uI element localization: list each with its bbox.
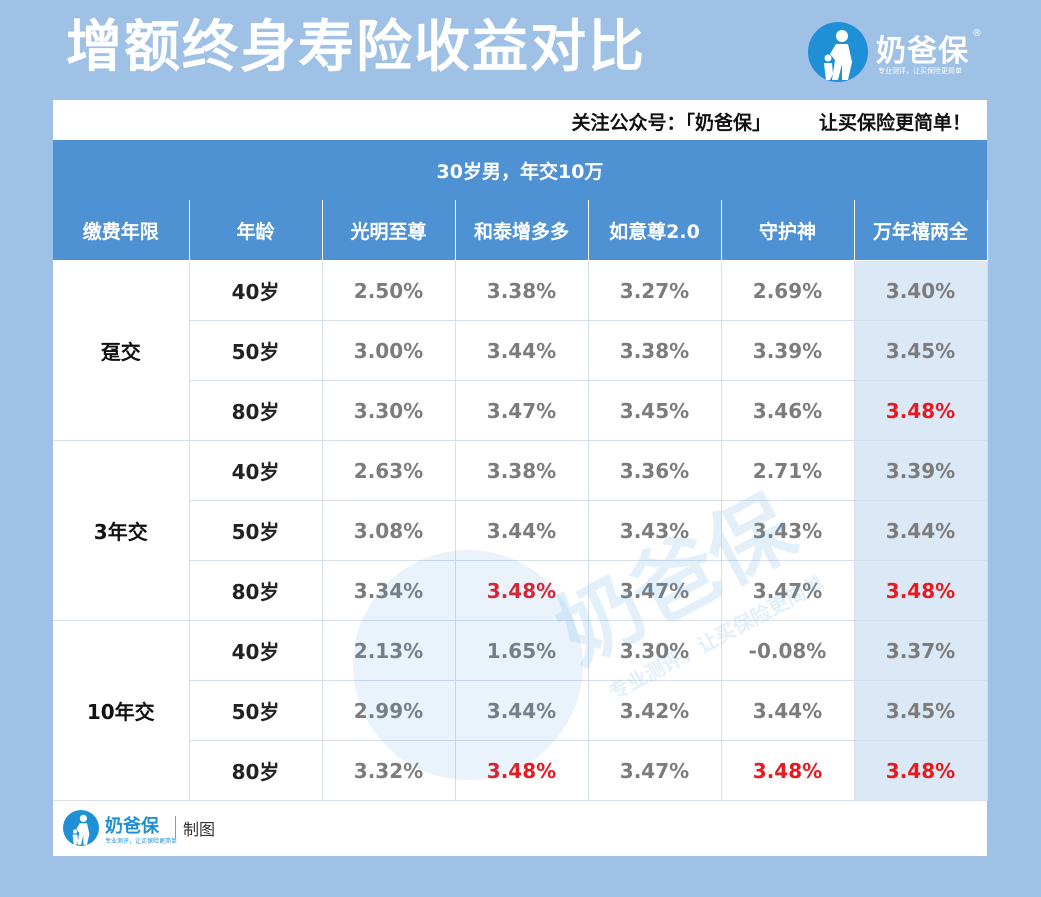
age-cell: 80岁 bbox=[189, 380, 323, 441]
follow-slogan: 让买保险更简单！ bbox=[818, 112, 971, 134]
return-rate-cell: 3.08% bbox=[322, 500, 456, 561]
return-rate-cell: 3.44% bbox=[455, 500, 589, 561]
return-rate-cell: 3.40% bbox=[854, 260, 988, 321]
brand-logo-icon bbox=[808, 22, 868, 82]
brand-name: 奶爸保 bbox=[876, 34, 969, 69]
return-rate-cell: 3.38% bbox=[455, 440, 589, 501]
age-cell: 40岁 bbox=[189, 620, 323, 681]
return-rate-cell: 2.13% bbox=[322, 620, 456, 681]
table-row: 50岁 3.00% 3.44% 3.38% 3.39% 3.45% bbox=[53, 320, 988, 381]
payment-term-cell: 趸交 bbox=[53, 260, 190, 441]
footer-made-label: 制图 bbox=[183, 820, 216, 839]
age-cell: 50岁 bbox=[189, 500, 323, 561]
scenario-banner: 30岁男，年交10万 bbox=[53, 140, 987, 200]
age-cell: 40岁 bbox=[189, 440, 323, 501]
age-cell: 80岁 bbox=[189, 560, 323, 621]
follow-account: 关注公众号：「奶爸保」 bbox=[571, 112, 771, 134]
payment-term-cell: 3年交 bbox=[53, 440, 190, 621]
return-rate-cell: 3.48% bbox=[854, 380, 988, 441]
column-header: 和泰增多多 bbox=[455, 200, 589, 261]
return-rate-cell: 3.44% bbox=[721, 680, 855, 741]
table-row: 3年交 40岁 2.63% 3.38% 3.36% 2.71% 3.39% bbox=[53, 440, 988, 621]
footer-brand-name: 奶爸保 bbox=[105, 816, 159, 837]
return-rate-cell: 3.45% bbox=[588, 380, 722, 441]
return-rate-cell: 1.65% bbox=[455, 620, 589, 681]
return-rate-cell: 3.30% bbox=[322, 380, 456, 441]
return-rate-cell: 3.47% bbox=[588, 740, 722, 801]
return-rate-cell: 3.00% bbox=[322, 320, 456, 381]
page-title: 增额终身寿险收益对比 bbox=[66, 15, 646, 80]
return-rate-cell: 3.39% bbox=[721, 320, 855, 381]
age-cell: 50岁 bbox=[189, 320, 323, 381]
brand-registered-mark: ® bbox=[972, 28, 982, 39]
footer-brand-slogan: 专业测评，让买保险更简单 bbox=[105, 838, 178, 845]
table-row: 50岁 2.99% 3.44% 3.42% 3.44% 3.45% bbox=[53, 680, 988, 741]
return-rate-cell: 3.42% bbox=[588, 680, 722, 741]
return-rate-cell: 3.46% bbox=[721, 380, 855, 441]
return-rate-cell: 2.69% bbox=[721, 260, 855, 321]
return-rate-cell: 3.48% bbox=[721, 740, 855, 801]
column-header: 缴费年限 bbox=[53, 200, 190, 261]
age-cell: 80岁 bbox=[189, 740, 323, 801]
return-rate-cell: 3.38% bbox=[455, 260, 589, 321]
return-rate-cell: 3.47% bbox=[588, 560, 722, 621]
table-row: 80岁 3.30% 3.47% 3.45% 3.46% 3.48% bbox=[53, 380, 988, 441]
brand-logo: 奶爸保 ® 专业测评，让买保险更简单 bbox=[808, 22, 998, 82]
return-rate-cell: 2.50% bbox=[322, 260, 456, 321]
return-rate-cell: 3.37% bbox=[854, 620, 988, 681]
footer-credit: 奶爸保 专业测评，让买保险更简单 制图 bbox=[63, 806, 363, 850]
return-rate-cell: 2.71% bbox=[721, 440, 855, 501]
return-rate-cell: 3.47% bbox=[721, 560, 855, 621]
return-rate-cell: 3.44% bbox=[854, 500, 988, 561]
age-cell: 40岁 bbox=[189, 260, 323, 321]
return-rate-cell: 3.48% bbox=[455, 740, 589, 801]
age-cell: 50岁 bbox=[189, 680, 323, 741]
return-rate-cell: 3.45% bbox=[854, 320, 988, 381]
table-body: 趸交 40岁 2.50% 3.38% 3.27% 2.69% 3.40% 50岁 3.00% 3.… bbox=[53, 260, 988, 801]
brand-slogan: 专业测评，让买保险更简单 bbox=[878, 67, 962, 75]
return-rate-cell: 3.43% bbox=[721, 500, 855, 561]
return-rate-cell: 2.99% bbox=[322, 680, 456, 741]
return-rate-cell: 3.44% bbox=[455, 320, 589, 381]
return-rate-cell: 3.48% bbox=[854, 560, 988, 621]
return-rate-cell: 3.48% bbox=[854, 740, 988, 801]
return-rate-cell: 3.38% bbox=[588, 320, 722, 381]
table-row: 80岁 3.32% 3.48% 3.47% 3.48% 3.48% bbox=[53, 740, 988, 801]
column-header: 万年禧两全 bbox=[854, 200, 988, 261]
return-rate-cell: -0.08% bbox=[721, 620, 855, 681]
return-rate-cell: 3.45% bbox=[854, 680, 988, 741]
table-row: 80岁 3.34% 3.48% 3.47% 3.47% 3.48% bbox=[53, 560, 988, 621]
column-header: 年龄 bbox=[189, 200, 323, 261]
return-rate-cell: 3.39% bbox=[854, 440, 988, 501]
return-rate-cell: 3.27% bbox=[588, 260, 722, 321]
comparison-card: 关注公众号：「奶爸保」 让买保险更简单！ 30岁男，年交10万 缴费年限 年龄 … bbox=[53, 100, 988, 856]
footer-divider bbox=[175, 816, 176, 838]
return-rate-cell: 3.47% bbox=[455, 380, 589, 441]
return-rate-cell: 3.30% bbox=[588, 620, 722, 681]
footer-logo-icon bbox=[63, 810, 99, 846]
comparison-table-wrapper: 缴费年限 年龄 光明至尊 和泰增多多 如意尊2.0 守护神 万年禧两全 趸交 40… bbox=[53, 200, 988, 801]
return-rate-cell: 3.48% bbox=[455, 560, 589, 621]
column-header: 光明至尊 bbox=[322, 200, 456, 261]
return-rate-cell: 2.63% bbox=[322, 440, 456, 501]
table-row: 50岁 3.08% 3.44% 3.43% 3.43% 3.44% bbox=[53, 500, 988, 561]
return-rate-cell: 3.43% bbox=[588, 500, 722, 561]
column-header: 守护神 bbox=[721, 200, 855, 261]
table-row: 趸交 40岁 2.50% 3.38% 3.27% 2.69% 3.40% bbox=[53, 260, 988, 441]
column-header: 如意尊2.0 bbox=[588, 200, 722, 261]
follow-notice: 关注公众号：「奶爸保」 让买保险更简单！ bbox=[571, 108, 971, 135]
return-rate-cell: 3.32% bbox=[322, 740, 456, 801]
comparison-table: 缴费年限 年龄 光明至尊 和泰增多多 如意尊2.0 守护神 万年禧两全 趸交 40… bbox=[53, 200, 988, 801]
table-header-row: 缴费年限 年龄 光明至尊 和泰增多多 如意尊2.0 守护神 万年禧两全 bbox=[53, 200, 988, 261]
payment-term-cell: 10年交 bbox=[53, 620, 190, 801]
return-rate-cell: 3.34% bbox=[322, 560, 456, 621]
return-rate-cell: 3.36% bbox=[588, 440, 722, 501]
table-row: 10年交 40岁 2.13% 1.65% 3.30% -0.08% 3.37% bbox=[53, 620, 988, 801]
return-rate-cell: 3.44% bbox=[455, 680, 589, 741]
